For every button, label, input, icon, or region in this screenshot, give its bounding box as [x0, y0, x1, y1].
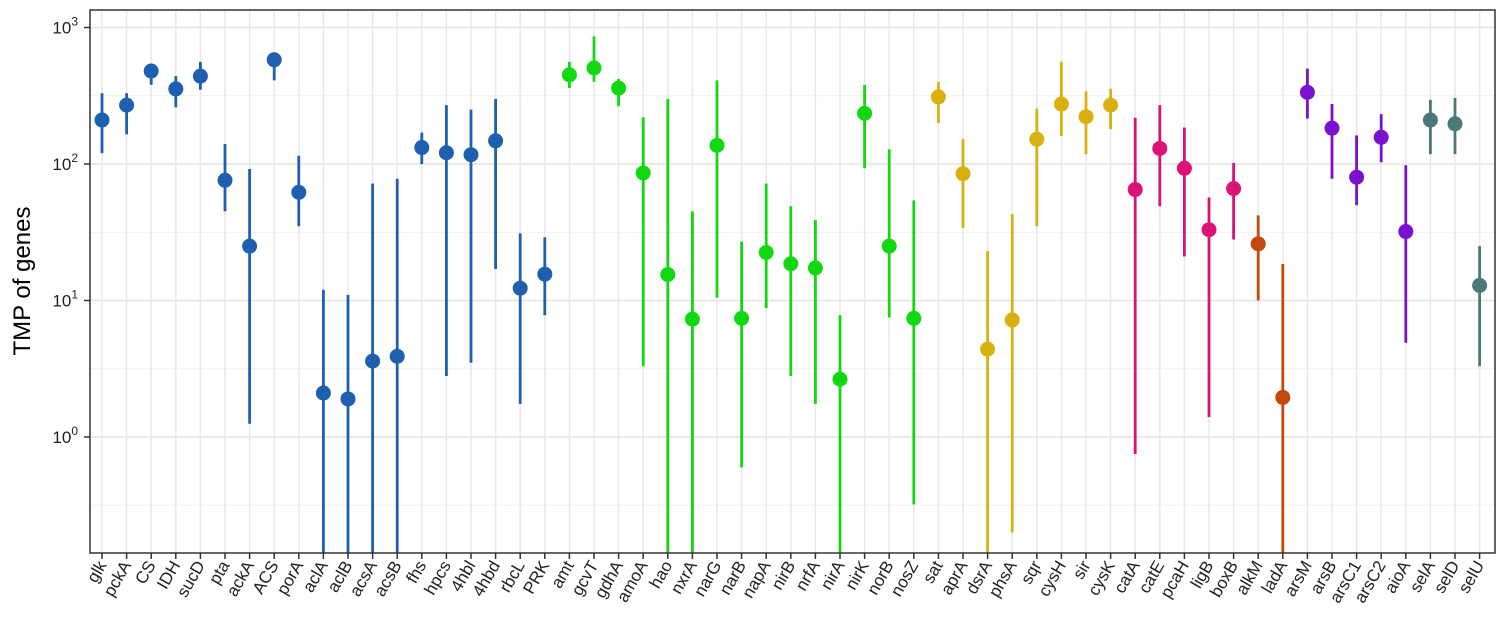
x-tick-label-aioA: aioA — [1381, 557, 1415, 597]
y-tick-exponent: 2 — [71, 151, 78, 165]
x-tick-label-acsB: acsB — [370, 558, 405, 600]
point-cysH — [1053, 96, 1069, 112]
point-arsB — [1324, 120, 1340, 136]
x-tick-label-hpcs: hpcs — [420, 558, 454, 599]
x-tick-label-nrfA: nrfA — [792, 557, 824, 594]
x-tick-label-cysH: cysH — [1035, 558, 1070, 600]
y-tick-label: 102 — [52, 151, 78, 174]
point-ladA — [1275, 389, 1291, 405]
point-hao — [660, 267, 676, 283]
point-aclB — [340, 391, 356, 407]
point-porA — [291, 184, 307, 200]
point-pckA — [119, 97, 135, 113]
point-amoA — [635, 165, 651, 181]
point-sucD — [192, 68, 208, 84]
x-tick-label-alkM: alkM — [1232, 558, 1266, 599]
point-nirA — [832, 371, 848, 387]
point-PRK — [537, 266, 553, 282]
x-tick-label-nosZ: nosZ — [887, 558, 922, 600]
point-nirK — [857, 105, 873, 121]
x-tick-label-porA: porA — [273, 557, 308, 598]
x-tick-label-aclA: aclA — [299, 557, 332, 596]
point-fhs — [414, 140, 430, 156]
y-tick-label: 101 — [52, 288, 78, 311]
point-aclA — [315, 385, 331, 401]
point-phsA — [1004, 312, 1020, 328]
point-pta — [217, 172, 233, 188]
y-axis-title: TMP of genes — [9, 207, 36, 356]
point-4hbl — [463, 147, 479, 163]
point-nirB — [783, 256, 799, 272]
x-tick-label-nirA: nirA — [817, 557, 849, 593]
point-selD — [1447, 116, 1463, 132]
point-glk — [94, 112, 110, 128]
point-ACS — [266, 52, 282, 68]
panel-background — [90, 10, 1495, 553]
y-tick-base: 10 — [52, 292, 71, 311]
panel-border — [89, 9, 1496, 554]
point-norB — [881, 238, 897, 254]
x-tick-label-nirB: nirB — [768, 558, 800, 594]
y-tick-exponent: 3 — [71, 15, 78, 29]
y-tick-base: 10 — [52, 155, 71, 174]
x-tick-label-catA: catA — [1110, 557, 1144, 597]
x-axis: glkpckACSIDHsucDptaackAACSporAaclAaclBac… — [83, 553, 1488, 606]
data-points — [94, 52, 1488, 407]
point-catA — [1127, 182, 1143, 198]
x-tick-label-4hbd: 4hbd — [469, 558, 504, 600]
point-selU — [1472, 277, 1488, 293]
point-catE — [1152, 140, 1168, 156]
x-tick-label-pckA: pckA — [100, 557, 136, 600]
point-ligB — [1201, 222, 1217, 238]
point-CS — [143, 63, 159, 79]
x-tick-label-selU: selU — [1455, 558, 1488, 597]
point-selA — [1422, 112, 1438, 128]
point-alkM — [1250, 236, 1266, 252]
x-tick-label-arsM: arsM — [1281, 558, 1316, 600]
y-tick-base: 10 — [52, 19, 71, 38]
point-rbcL — [512, 280, 528, 296]
y-tick-label: 103 — [52, 15, 78, 38]
y-tick-exponent: 0 — [71, 424, 78, 438]
point-dsrA — [980, 341, 996, 357]
y-tick-exponent: 1 — [71, 288, 78, 302]
point-arsC1 — [1349, 169, 1365, 185]
point-aprA — [955, 166, 971, 182]
point-sat — [930, 89, 946, 105]
point-acsB — [389, 348, 405, 364]
point-nxrA — [684, 311, 700, 327]
x-tick-label-cysK: cysK — [1084, 557, 1119, 599]
x-tick-label-ackA: ackA — [223, 557, 259, 600]
point-napA — [758, 244, 774, 260]
point-aioA — [1398, 224, 1414, 240]
x-tick-label-narG: narG — [690, 558, 725, 600]
y-tick-label: 100 — [52, 424, 78, 447]
point-acsA — [365, 353, 381, 369]
point-nosZ — [906, 310, 922, 326]
point-amt — [561, 67, 577, 83]
point-sir — [1078, 109, 1094, 125]
point-narG — [709, 137, 725, 153]
point-ackA — [242, 238, 258, 254]
point-arsM — [1299, 84, 1315, 100]
y-tick-base: 10 — [52, 428, 71, 447]
point-hpcs — [438, 145, 454, 161]
point-nrfA — [807, 260, 823, 276]
x-tick-label-PRK: PRK — [519, 557, 553, 597]
x-tick-label-aprA: aprA — [937, 557, 972, 598]
point-pcaH — [1176, 160, 1192, 176]
point-sqr — [1029, 131, 1045, 147]
x-tick-label-selD: selD — [1430, 558, 1463, 597]
point-cysK — [1103, 97, 1119, 113]
point-narB — [734, 310, 750, 326]
point-gdhA — [611, 80, 627, 96]
point-gcvT — [586, 60, 602, 76]
point-arsC2 — [1373, 129, 1389, 145]
point-IDH — [168, 81, 184, 97]
x-tick-label-phsA: phsA — [985, 557, 1021, 601]
point-4hbd — [488, 133, 504, 149]
point-boxB — [1226, 181, 1242, 197]
